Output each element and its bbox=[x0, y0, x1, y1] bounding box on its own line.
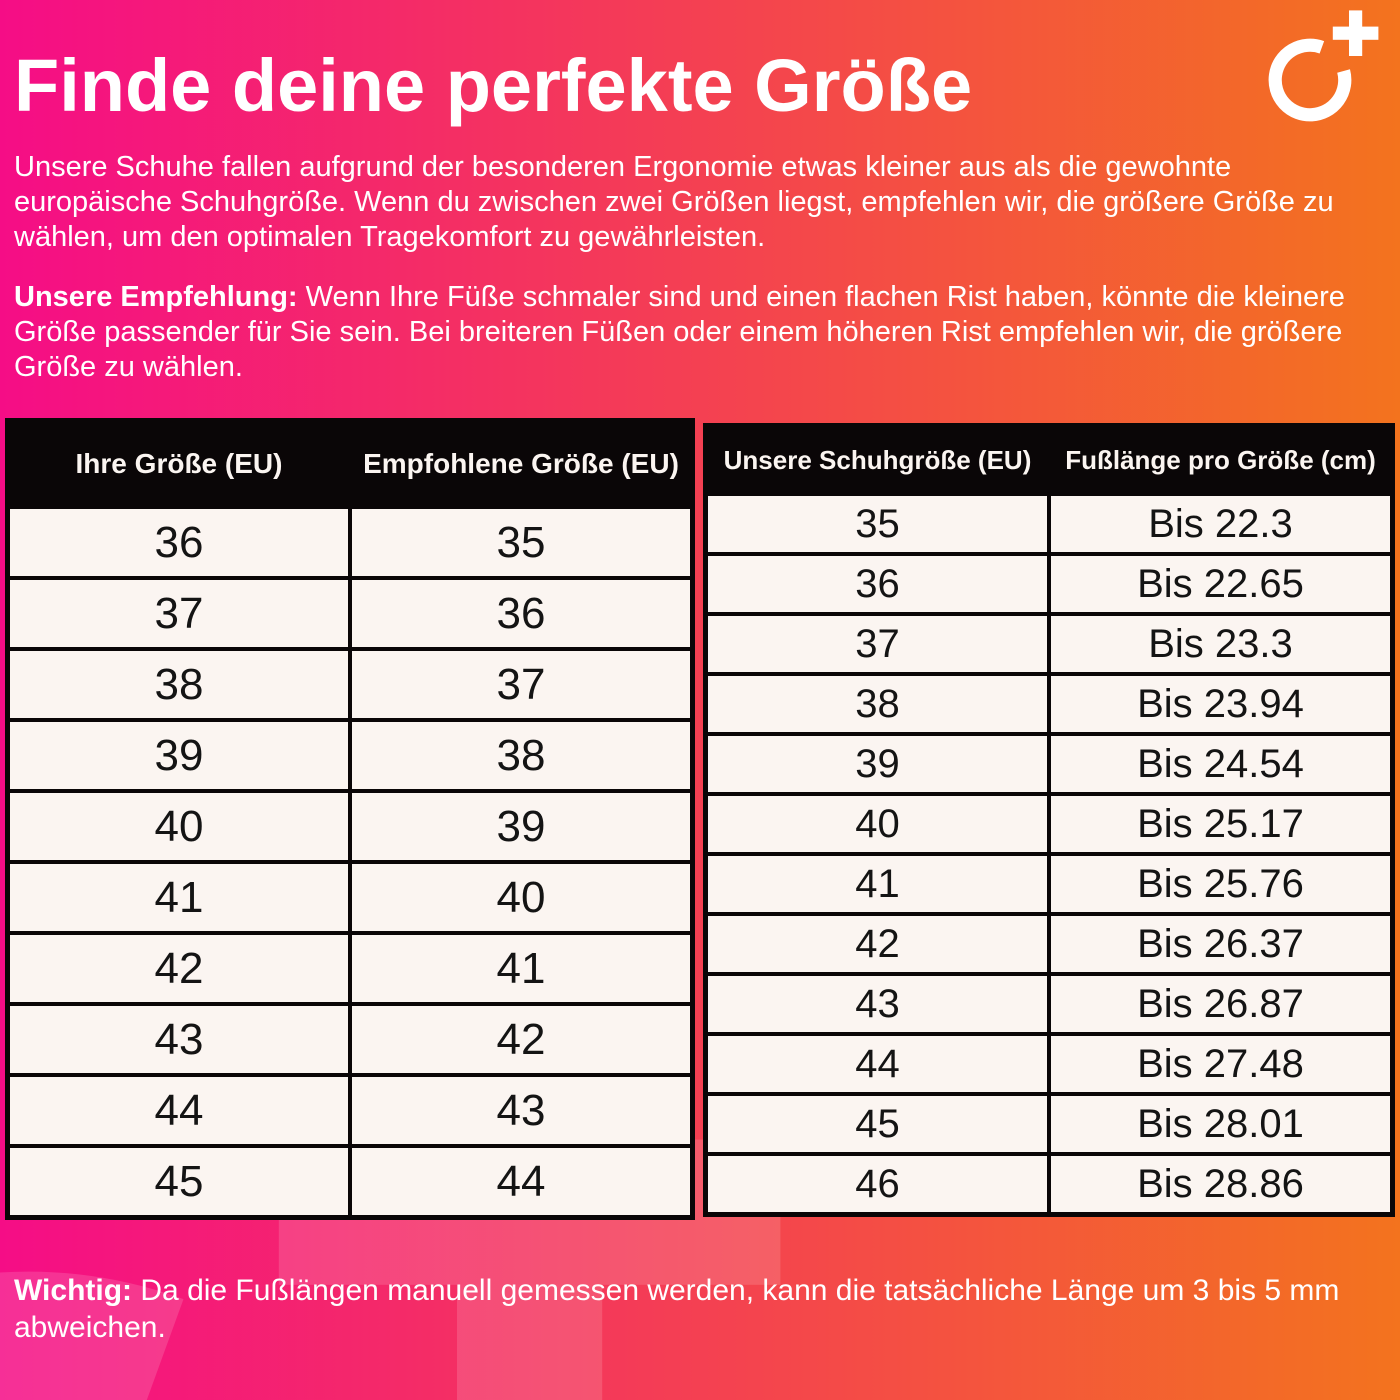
table-cell: 40 bbox=[703, 792, 1051, 856]
table-row: 44 Bis 27.48 bbox=[703, 1032, 1395, 1096]
table-cell: 43 bbox=[703, 972, 1051, 1036]
table-cell: 44 bbox=[348, 1144, 695, 1220]
table-cell: Bis 22.65 bbox=[1047, 552, 1395, 616]
table-cell: 38 bbox=[5, 647, 352, 722]
table-cell: 46 bbox=[703, 1152, 1051, 1217]
table-cell: 36 bbox=[703, 552, 1051, 616]
table-cell: 39 bbox=[5, 718, 352, 793]
table-row: 38 Bis 23.94 bbox=[703, 672, 1395, 736]
column-header-our-shoe-size: Unsere Schuhgröße (EU) bbox=[703, 423, 1051, 496]
table-cell: 40 bbox=[348, 860, 695, 935]
table-row: 43 42 bbox=[5, 1002, 695, 1077]
table-cell: 37 bbox=[703, 612, 1051, 676]
table-row: 37 Bis 23.3 bbox=[703, 612, 1395, 676]
table-cell: Bis 25.76 bbox=[1047, 852, 1395, 916]
table-row: 35 Bis 22.3 bbox=[703, 492, 1395, 556]
table-cell: Bis 25.17 bbox=[1047, 792, 1395, 856]
table-cell: 39 bbox=[348, 789, 695, 864]
table-cell: 36 bbox=[348, 576, 695, 651]
important-note-body: Da die Fußlängen manuell gemessen werden… bbox=[14, 1274, 1340, 1344]
table-header-row: Ihre Größe (EU) Empfohlene Größe (EU) bbox=[5, 418, 695, 509]
table-cell: Bis 23.94 bbox=[1047, 672, 1395, 736]
table-row: 43 Bis 26.87 bbox=[703, 972, 1395, 1036]
table-cell: Bis 28.86 bbox=[1047, 1152, 1395, 1217]
table-row: 39 38 bbox=[5, 718, 695, 793]
table-cell: Bis 26.87 bbox=[1047, 972, 1395, 1036]
brand-logo-icon bbox=[1268, 10, 1379, 122]
table-cell: 35 bbox=[348, 505, 695, 580]
table-cell: Bis 23.3 bbox=[1047, 612, 1395, 676]
table-cell: 44 bbox=[5, 1073, 352, 1148]
table-row: 44 43 bbox=[5, 1073, 695, 1148]
table-cell: 41 bbox=[348, 931, 695, 1006]
table-cell: 36 bbox=[5, 505, 352, 580]
table-cell: 41 bbox=[5, 860, 352, 935]
recommendation-label: Unsere Empfehlung: bbox=[14, 281, 298, 313]
table-cell: Bis 28.01 bbox=[1047, 1092, 1395, 1156]
column-header-foot-length: Fußlänge pro Größe (cm) bbox=[1047, 423, 1395, 496]
column-header-your-size: Ihre Größe (EU) bbox=[5, 418, 352, 509]
table-cell: 41 bbox=[703, 852, 1051, 916]
table-cell: 43 bbox=[348, 1073, 695, 1148]
size-conversion-table: Ihre Größe (EU) Empfohlene Größe (EU) 36… bbox=[5, 418, 695, 1220]
table-cell: 40 bbox=[5, 789, 352, 864]
table-row: 42 41 bbox=[5, 931, 695, 1006]
table-row: 36 Bis 22.65 bbox=[703, 552, 1395, 616]
page-title: Finde deine perfekte Größe bbox=[14, 44, 973, 127]
table-row: 38 37 bbox=[5, 647, 695, 722]
important-note: Wichtig: Da die Fußlängen manuell gemess… bbox=[14, 1272, 1354, 1346]
table-cell: 37 bbox=[5, 576, 352, 651]
table-header-row: Unsere Schuhgröße (EU) Fußlänge pro Größ… bbox=[703, 423, 1395, 496]
table-cell: 42 bbox=[5, 931, 352, 1006]
intro-text: Unsere Schuhe fallen aufgrund der besond… bbox=[14, 151, 1334, 253]
tables-section: Ihre Größe (EU) Empfohlene Größe (EU) 36… bbox=[5, 418, 1395, 1220]
table-cell: 43 bbox=[5, 1002, 352, 1077]
important-note-label: Wichtig: bbox=[14, 1274, 133, 1307]
table-cell: Bis 22.3 bbox=[1047, 492, 1395, 556]
table-row: 41 Bis 25.76 bbox=[703, 852, 1395, 916]
table-cell: 45 bbox=[703, 1092, 1051, 1156]
table-row: 42 Bis 26.37 bbox=[703, 912, 1395, 976]
table-row: 37 36 bbox=[5, 576, 695, 651]
column-header-recommended-size: Empfohlene Größe (EU) bbox=[348, 418, 695, 509]
table-cell: 39 bbox=[703, 732, 1051, 796]
table-row: 45 Bis 28.01 bbox=[703, 1092, 1395, 1156]
table-cell: Bis 26.37 bbox=[1047, 912, 1395, 976]
table-cell: 37 bbox=[348, 647, 695, 722]
table-cell: Bis 27.48 bbox=[1047, 1032, 1395, 1096]
table-row: 36 35 bbox=[5, 505, 695, 580]
table-cell: 42 bbox=[703, 912, 1051, 976]
table-row: 45 44 bbox=[5, 1144, 695, 1220]
table-row: 41 40 bbox=[5, 860, 695, 935]
recommendation-body: Wenn Ihre Füße schmaler sind und einen f… bbox=[14, 281, 1345, 383]
table-row: 39 Bis 24.54 bbox=[703, 732, 1395, 796]
table-cell: 38 bbox=[348, 718, 695, 793]
table-cell: 45 bbox=[5, 1144, 352, 1220]
table-cell: 35 bbox=[703, 492, 1051, 556]
table-cell: 42 bbox=[348, 1002, 695, 1077]
table-cell: Bis 24.54 bbox=[1047, 732, 1395, 796]
table-cell: 44 bbox=[703, 1032, 1051, 1096]
table-row: 40 Bis 25.17 bbox=[703, 792, 1395, 856]
table-cell: 38 bbox=[703, 672, 1051, 736]
table-row: 40 39 bbox=[5, 789, 695, 864]
recommendation-text: Unsere Empfehlung: Wenn Ihre Füße schmal… bbox=[14, 280, 1394, 385]
foot-length-table: Unsere Schuhgröße (EU) Fußlänge pro Größ… bbox=[703, 423, 1395, 1217]
table-row: 46 Bis 28.86 bbox=[703, 1152, 1395, 1217]
